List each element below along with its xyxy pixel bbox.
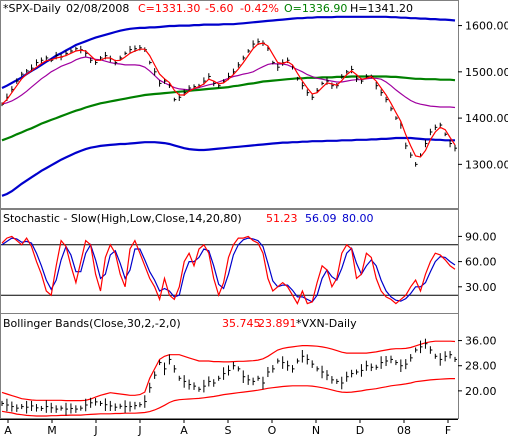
stochastic-d-line	[1, 237, 456, 303]
price-panel-frame	[0, 0, 459, 209]
spx-band-lower	[1, 136, 455, 197]
header-date: 02/08/2008	[66, 2, 129, 15]
header-percent: -0.42%	[240, 2, 279, 15]
vxn-y-label-0: 36.00	[465, 335, 497, 348]
header-open: O=1336.90	[284, 2, 347, 15]
bollinger-lower-value: 23.891	[258, 317, 297, 330]
x-tick-label-9: 08	[397, 424, 411, 437]
spx-band-upper	[1, 15, 456, 89]
price-series-layer	[1, 15, 457, 197]
vxn-y-axis: 36.00 28.00 20.00	[458, 335, 497, 398]
price-y-label-2: 1400.00	[465, 112, 508, 125]
x-tick-label-6: O	[268, 424, 277, 437]
x-tick-label-0: A	[4, 424, 12, 437]
stochastic-title: Stochastic - Slow(High,Low,Close,14,20,8…	[3, 212, 242, 225]
price-y-label-1: 1500.00	[465, 66, 508, 79]
stochastic-y-label-1: 60.00	[465, 256, 497, 269]
x-tick-label-5: S	[225, 424, 232, 437]
vxn-series-layer	[1, 338, 457, 417]
stochastic-levels	[1, 244, 458, 296]
stochastic-panel-frame	[0, 209, 459, 314]
stochastic-value-k: 51.23	[266, 212, 298, 225]
bollinger-upper-value: 35.745	[222, 317, 261, 330]
price-y-label-0: 1600.00	[465, 20, 508, 33]
header-high: H=1341.20	[350, 2, 413, 15]
bollinger-upper-line	[1, 340, 456, 402]
stochastic-y-label-2: 30.00	[465, 281, 497, 294]
x-tick-label-1: M	[47, 424, 57, 437]
x-tick-label-2: J	[93, 424, 97, 437]
stochastic-y-label-0: 90.00	[465, 230, 497, 243]
header-close: C=1331.30	[138, 2, 200, 15]
vxn-y-label-2: 20.00	[465, 385, 497, 398]
stochastic-y-axis: 90.00 60.00 30.00	[458, 230, 497, 294]
bollinger-lower-line	[1, 378, 455, 417]
x-tick-label-8: D	[356, 424, 364, 437]
x-tick-label-10: F	[445, 424, 451, 437]
vxn-y-label-1: 28.00	[465, 360, 497, 373]
spx-ma-green	[1, 75, 456, 142]
x-tick-label-3: J	[137, 424, 141, 437]
x-axis: A M J J A S O N D 08 F	[0, 419, 458, 437]
header-symbol: *SPX-Daily	[3, 2, 61, 15]
stochastic-k-line	[1, 235, 456, 305]
stochastic-series-layer	[1, 235, 456, 305]
x-tick-label-7: N	[312, 424, 320, 437]
stochastic-value-d: 56.09	[305, 212, 337, 225]
price-y-label-3: 1300.00	[465, 158, 508, 171]
vxn-label: *VXN-Daily	[296, 317, 357, 330]
bollinger-title: Bollinger Bands(Close,30,2,-2,0)	[3, 317, 181, 330]
stochastic-value-level: 80.00	[342, 212, 374, 225]
x-tick-label-4: A	[180, 424, 188, 437]
header-change: -5.60	[205, 2, 233, 15]
price-y-axis: 1600.00 1500.00 1400.00 1300.00	[458, 20, 508, 171]
spx-ma-red	[1, 42, 456, 158]
